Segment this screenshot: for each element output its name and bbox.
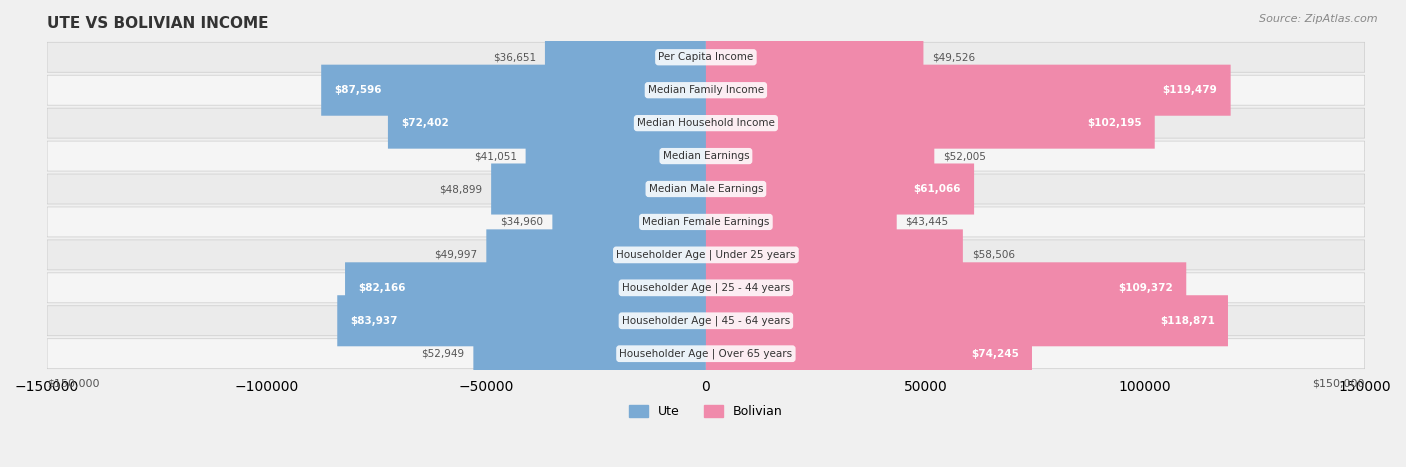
Text: $83,937: $83,937 — [350, 316, 398, 326]
Text: Median Earnings: Median Earnings — [662, 151, 749, 161]
Text: Source: ZipAtlas.com: Source: ZipAtlas.com — [1260, 14, 1378, 24]
Text: $61,066: $61,066 — [914, 184, 960, 194]
Text: $49,526: $49,526 — [932, 52, 976, 62]
FancyBboxPatch shape — [706, 295, 1227, 347]
FancyBboxPatch shape — [706, 98, 1154, 149]
Text: $52,005: $52,005 — [943, 151, 986, 161]
FancyBboxPatch shape — [486, 229, 706, 280]
Text: $52,949: $52,949 — [422, 349, 464, 359]
FancyBboxPatch shape — [337, 295, 706, 347]
FancyBboxPatch shape — [546, 32, 706, 83]
Text: $150,000: $150,000 — [48, 378, 100, 389]
Text: $34,960: $34,960 — [501, 217, 544, 227]
Text: $41,051: $41,051 — [474, 151, 517, 161]
Text: $74,245: $74,245 — [972, 349, 1019, 359]
FancyBboxPatch shape — [48, 240, 1365, 270]
FancyBboxPatch shape — [491, 163, 706, 214]
Text: UTE VS BOLIVIAN INCOME: UTE VS BOLIVIAN INCOME — [48, 16, 269, 31]
Text: $49,997: $49,997 — [434, 250, 478, 260]
Text: Householder Age | Over 65 years: Householder Age | Over 65 years — [620, 348, 793, 359]
FancyBboxPatch shape — [706, 328, 1032, 379]
FancyBboxPatch shape — [48, 108, 1365, 138]
FancyBboxPatch shape — [48, 75, 1365, 105]
Text: Householder Age | Under 25 years: Householder Age | Under 25 years — [616, 250, 796, 260]
Text: Householder Age | 25 - 44 years: Householder Age | 25 - 44 years — [621, 283, 790, 293]
FancyBboxPatch shape — [344, 262, 706, 313]
Legend: Ute, Bolivian: Ute, Bolivian — [624, 400, 787, 423]
FancyBboxPatch shape — [474, 328, 706, 379]
FancyBboxPatch shape — [48, 141, 1365, 171]
Text: $109,372: $109,372 — [1118, 283, 1173, 293]
Text: Median Female Earnings: Median Female Earnings — [643, 217, 769, 227]
Text: $118,871: $118,871 — [1160, 316, 1215, 326]
Text: $43,445: $43,445 — [905, 217, 949, 227]
FancyBboxPatch shape — [48, 306, 1365, 336]
FancyBboxPatch shape — [706, 64, 1230, 116]
Text: $36,651: $36,651 — [494, 52, 536, 62]
Text: $72,402: $72,402 — [401, 118, 449, 128]
Text: $48,899: $48,899 — [439, 184, 482, 194]
FancyBboxPatch shape — [48, 42, 1365, 72]
Text: $58,506: $58,506 — [972, 250, 1015, 260]
Text: Householder Age | 45 - 64 years: Householder Age | 45 - 64 years — [621, 316, 790, 326]
FancyBboxPatch shape — [706, 197, 897, 248]
FancyBboxPatch shape — [321, 64, 706, 116]
Text: $82,166: $82,166 — [359, 283, 406, 293]
Text: Median Male Earnings: Median Male Earnings — [648, 184, 763, 194]
FancyBboxPatch shape — [388, 98, 706, 149]
Text: $87,596: $87,596 — [335, 85, 382, 95]
Text: $119,479: $119,479 — [1163, 85, 1218, 95]
FancyBboxPatch shape — [48, 207, 1365, 237]
FancyBboxPatch shape — [526, 131, 706, 182]
Text: $150,000: $150,000 — [1312, 378, 1365, 389]
FancyBboxPatch shape — [48, 273, 1365, 303]
Text: Median Household Income: Median Household Income — [637, 118, 775, 128]
FancyBboxPatch shape — [706, 229, 963, 280]
FancyBboxPatch shape — [706, 262, 1187, 313]
FancyBboxPatch shape — [48, 339, 1365, 368]
FancyBboxPatch shape — [706, 32, 924, 83]
FancyBboxPatch shape — [706, 163, 974, 214]
Text: Median Family Income: Median Family Income — [648, 85, 763, 95]
FancyBboxPatch shape — [553, 197, 706, 248]
Text: $102,195: $102,195 — [1087, 118, 1142, 128]
FancyBboxPatch shape — [48, 174, 1365, 204]
Text: Per Capita Income: Per Capita Income — [658, 52, 754, 62]
FancyBboxPatch shape — [706, 131, 935, 182]
